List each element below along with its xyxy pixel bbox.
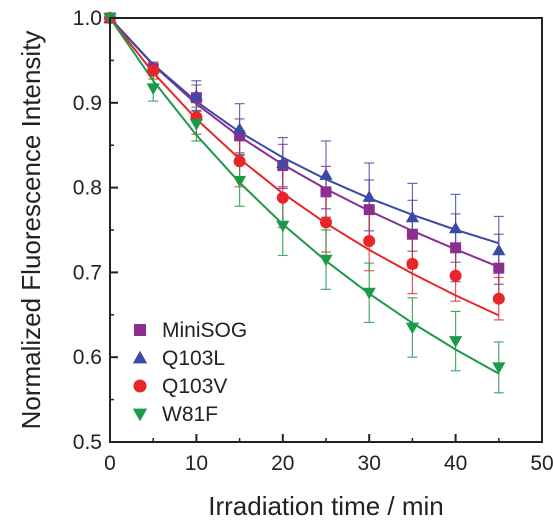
data-point xyxy=(363,235,376,248)
legend-marker xyxy=(133,379,147,393)
fit-line xyxy=(109,17,500,317)
data-point xyxy=(406,257,419,270)
legend-label: MiniSOG xyxy=(162,319,247,342)
legend-label: W81F xyxy=(162,403,218,426)
data-point xyxy=(147,64,160,77)
data-point xyxy=(276,220,290,233)
x-tick-label: 40 xyxy=(444,452,467,475)
data-point xyxy=(492,362,506,374)
fit-line xyxy=(109,17,500,268)
data-point xyxy=(233,155,246,168)
data-point xyxy=(449,336,463,348)
data-point xyxy=(406,228,418,240)
y-tick-label: 0.9 xyxy=(73,92,102,115)
x-tick-label: 30 xyxy=(358,452,381,475)
legend-marker xyxy=(132,408,148,422)
x-axis-title: Irradiation time / min xyxy=(208,491,444,521)
legend-label: Q103V xyxy=(162,375,227,398)
y-axis-title: Normalized Fluorescence Intensity xyxy=(16,31,46,430)
data-point xyxy=(450,242,462,254)
x-tick-label: 50 xyxy=(530,452,553,475)
data-point xyxy=(276,156,290,168)
data-point xyxy=(492,292,505,305)
data-point xyxy=(234,130,246,142)
x-tick-label: 0 xyxy=(104,452,116,475)
data-point xyxy=(276,191,289,204)
data-point xyxy=(363,204,375,216)
y-tick-label: 1.0 xyxy=(73,7,102,30)
data-point xyxy=(320,216,332,229)
data-point xyxy=(493,262,505,274)
y-tick-label: 0.8 xyxy=(73,177,102,200)
fit-line xyxy=(109,17,500,245)
data-point xyxy=(405,210,419,223)
data-point xyxy=(449,221,463,234)
x-axis-ticks: 0 10 20 30 40 50 xyxy=(104,434,553,475)
data-point xyxy=(492,243,506,256)
fit-line xyxy=(109,17,500,375)
legend: MiniSOG Q103L Q103V W81F xyxy=(132,319,247,426)
data-point xyxy=(189,119,203,131)
data-point xyxy=(146,83,160,95)
legend-marker xyxy=(132,350,148,364)
fit-lines xyxy=(109,17,500,375)
x-tick-label: 10 xyxy=(185,452,208,475)
y-tick-label: 0.5 xyxy=(73,431,102,454)
data-point xyxy=(405,322,419,335)
data-point xyxy=(233,175,247,188)
y-axis-ticks: 0.5 0.6 0.7 0.8 0.9 1.0 xyxy=(73,7,118,454)
data-point xyxy=(233,122,247,135)
data-point xyxy=(319,254,333,267)
legend-label: Q103L xyxy=(162,347,225,370)
data-point xyxy=(319,168,333,180)
data-point xyxy=(189,89,203,101)
data-point xyxy=(362,287,376,300)
x-tick-label: 20 xyxy=(271,452,294,475)
y-tick-label: 0.6 xyxy=(73,346,102,369)
data-point xyxy=(449,269,462,282)
y-tick-label: 0.7 xyxy=(73,261,102,284)
data-point xyxy=(320,186,332,198)
data-point xyxy=(362,190,376,202)
legend-marker xyxy=(134,324,146,336)
